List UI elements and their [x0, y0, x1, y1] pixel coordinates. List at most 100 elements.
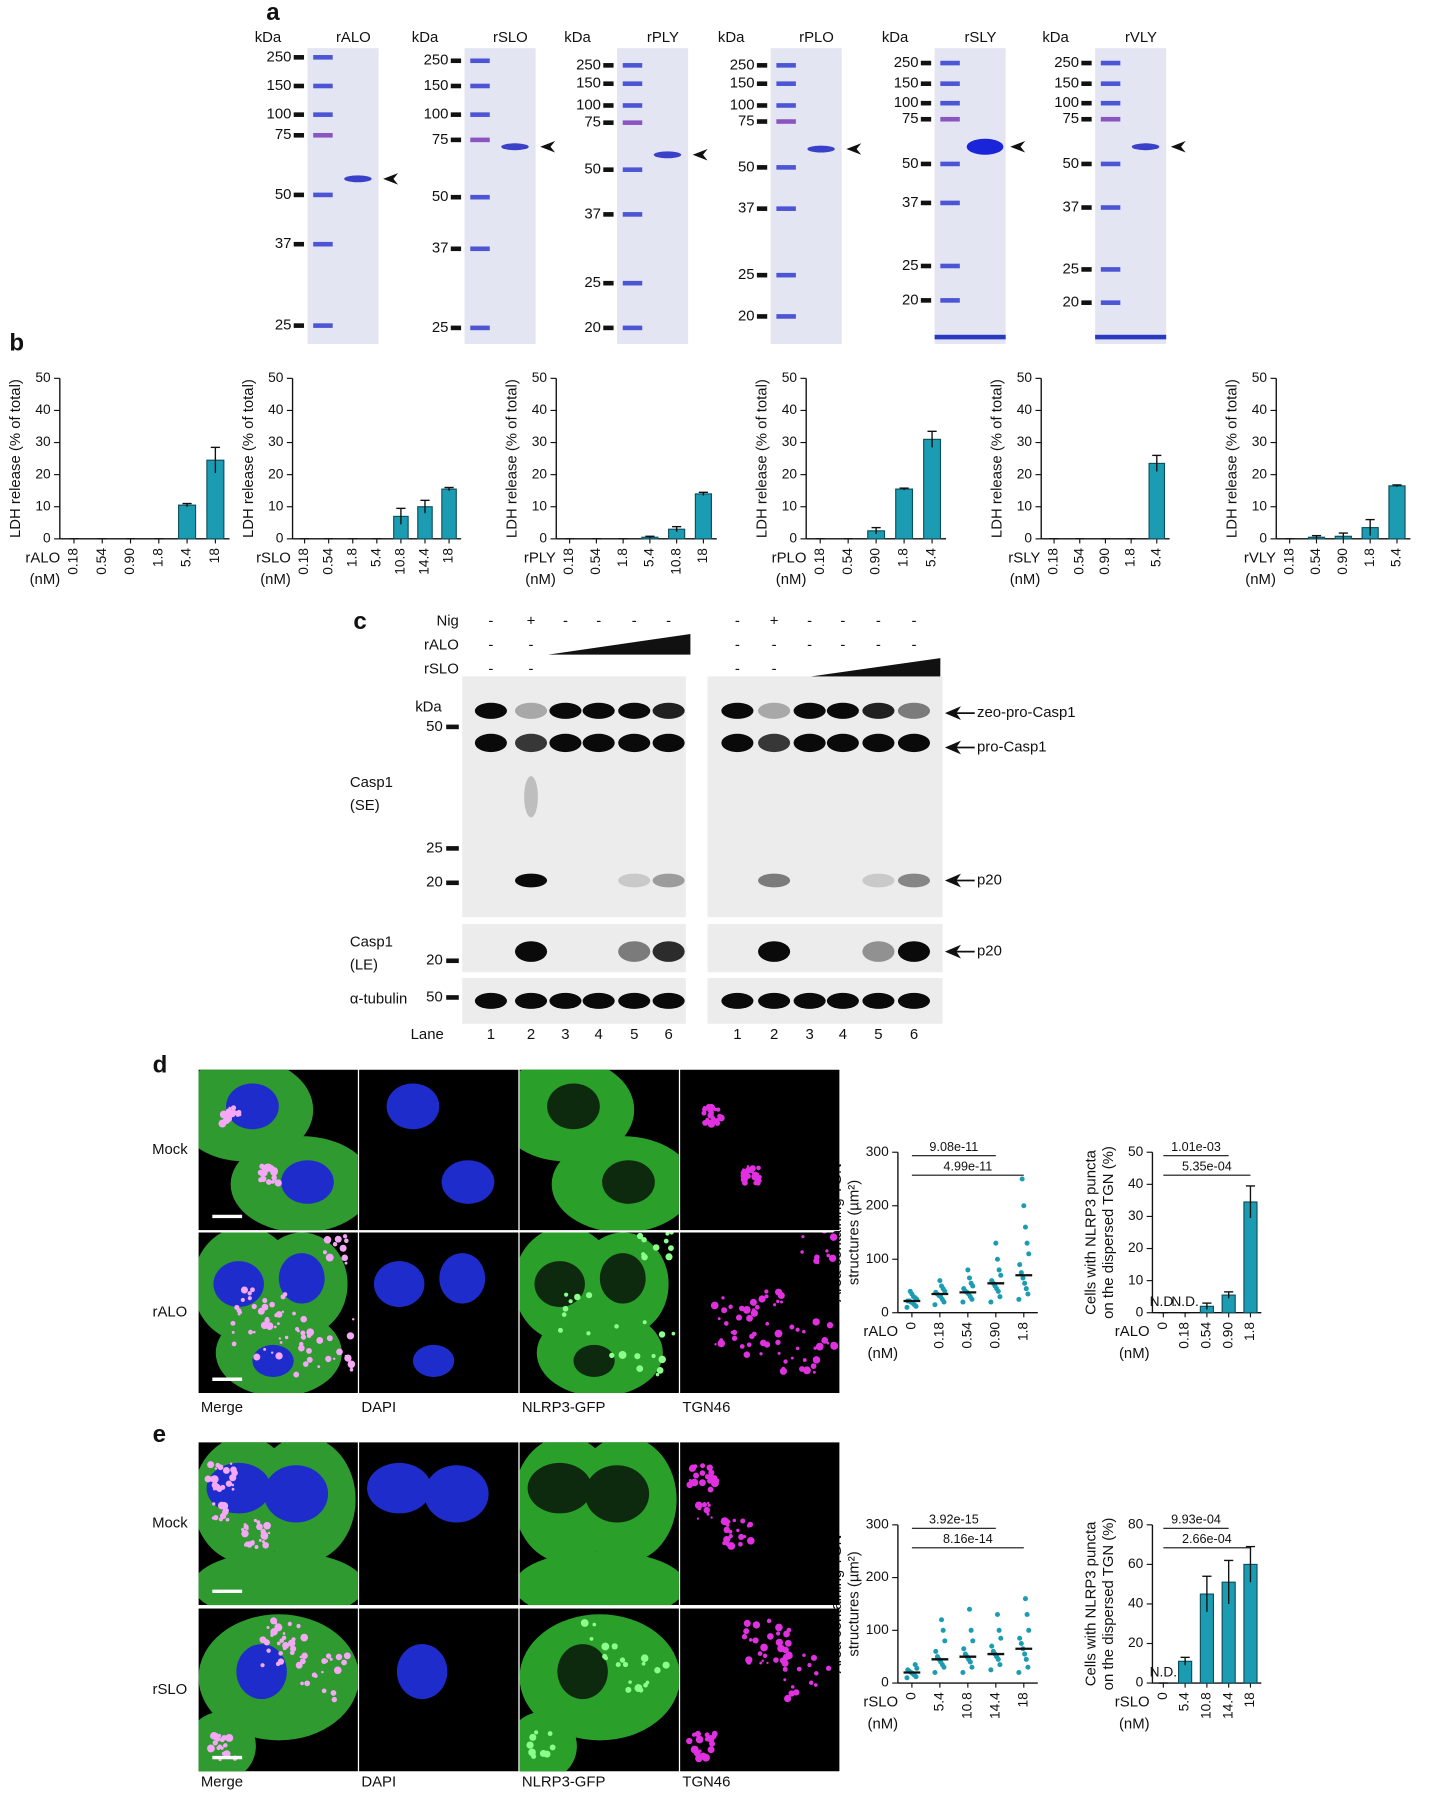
puncta [658, 1355, 666, 1364]
marker-tick [756, 81, 768, 86]
puncta [640, 1654, 649, 1663]
marker-tick [446, 958, 459, 964]
x-tick-label: 0.54 [94, 548, 109, 575]
y-tick-label: 200 [866, 1569, 889, 1584]
marker-label: 100 [424, 107, 449, 123]
bar [1388, 485, 1406, 540]
marker-label: 25 [426, 840, 443, 856]
dose-ramp [794, 658, 941, 679]
ladder-band [622, 212, 643, 217]
tgn-spot [710, 1516, 713, 1519]
tgn-spot [693, 1464, 698, 1469]
marker-tick [920, 298, 932, 303]
ladder-band [1100, 60, 1121, 66]
tgn-spot [300, 1345, 303, 1349]
tgn-spot [776, 1631, 781, 1636]
x-tick-label: 5.4 [642, 548, 657, 567]
x-tick-label: 5.4 [368, 548, 383, 567]
puncta [592, 1622, 597, 1627]
data-point [970, 1638, 976, 1644]
y-tick-label: 50 [532, 370, 548, 385]
y-tick-label: 0 [789, 530, 797, 545]
tgn-spot [773, 1303, 777, 1307]
marker-tick [603, 280, 614, 286]
blot-band [758, 733, 791, 753]
nucleus [424, 1465, 489, 1523]
tgn-spot [800, 1250, 804, 1254]
marker-tick [1081, 267, 1092, 272]
tgn-spot [278, 1337, 282, 1340]
lane-number: 4 [839, 1027, 847, 1043]
tgn-spot [723, 1526, 730, 1534]
x-tick-label: 0 [904, 1322, 919, 1330]
micrograph [680, 1608, 840, 1772]
tgn-spot [790, 1356, 794, 1360]
tgn-spot [784, 1694, 792, 1703]
blot-band [793, 992, 826, 1009]
tgn-spot [702, 1106, 708, 1112]
ladder-band [776, 165, 796, 170]
data-point [966, 1606, 973, 1612]
marker-tick [756, 63, 768, 68]
tgn-spot [759, 1339, 767, 1347]
micrograph [359, 1232, 519, 1393]
tgn-spot [697, 1506, 702, 1511]
marker-label: 150 [894, 76, 919, 92]
tgn-spot [281, 1310, 285, 1314]
data-point [1026, 1251, 1032, 1257]
marker-label: 50 [426, 719, 443, 735]
ladder-band [776, 119, 796, 124]
data-point [938, 1617, 945, 1623]
tgn-spot [749, 1333, 755, 1340]
gel-name: rPLY [647, 30, 679, 46]
marker-label: 37 [275, 236, 292, 252]
data-point [1025, 1291, 1031, 1297]
marker-label: 37 [738, 201, 755, 217]
tgn-spot [223, 1750, 231, 1758]
tgn-spot [267, 1531, 271, 1535]
tgn-spot [698, 1749, 702, 1753]
tgn-spot [335, 1653, 343, 1661]
x-tick-label: 0.90 [122, 548, 137, 575]
puncta [658, 1331, 666, 1338]
tgn-spot [323, 1235, 332, 1244]
tgn-spot [279, 1341, 283, 1344]
ladder-band [470, 325, 490, 331]
y-tick-label: 30 [1128, 1208, 1144, 1223]
tgn-spot [714, 1118, 720, 1124]
arrowhead [1170, 141, 1186, 153]
ladder-band [313, 132, 333, 138]
tgn-spot [261, 1540, 265, 1544]
data-point [1018, 1640, 1024, 1647]
tgn-spot [803, 1366, 811, 1375]
marker-tick [603, 63, 614, 68]
tgn-spot [736, 1528, 740, 1533]
tgn-spot [290, 1645, 297, 1652]
tgn-spot [787, 1653, 793, 1659]
micrograph [359, 1442, 519, 1606]
y-tick-label: 0 [1259, 530, 1267, 545]
puncta [568, 1299, 573, 1304]
tgn-spot [282, 1642, 290, 1649]
tgn-spot [240, 1297, 245, 1303]
marker-label: 25 [1062, 261, 1079, 277]
tgn-spot [321, 1658, 328, 1665]
tgn-spot [259, 1637, 264, 1642]
tgn-spot [226, 1481, 230, 1486]
nucleus [206, 1462, 271, 1514]
band-label: pro-Casp1 [977, 739, 1047, 755]
marker-tick [446, 880, 459, 886]
tgn-spot [260, 1172, 265, 1178]
blot-band [721, 992, 754, 1009]
marker-tick [920, 60, 932, 66]
tgn-spot [336, 1348, 343, 1356]
tgn-spot [757, 1175, 762, 1180]
puncta [529, 1733, 537, 1741]
data-point [932, 1302, 938, 1308]
tgn-spot [788, 1690, 795, 1697]
tgn-spot [325, 1355, 332, 1363]
bar [923, 438, 942, 540]
ladder-band [776, 272, 796, 278]
channel-label: Merge [201, 1775, 243, 1791]
